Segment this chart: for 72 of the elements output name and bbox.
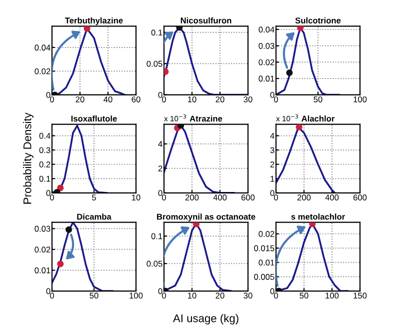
y-tick-label: 0 bbox=[158, 190, 162, 196]
x-tick-label: 150 bbox=[354, 292, 367, 299]
y-tick-label: 0.02 bbox=[258, 231, 274, 237]
y-tick-label: 0.02 bbox=[34, 246, 50, 253]
y-tick-label: 0.2 bbox=[39, 162, 50, 168]
y-tick-label: 0.03 bbox=[34, 226, 50, 232]
y-tick-label: 0 bbox=[270, 190, 274, 196]
x-tick-label: 600 bbox=[241, 194, 255, 200]
chart-title: Bromoxynil as octanoate bbox=[157, 214, 256, 222]
y-tick-label: 0.015 bbox=[254, 245, 274, 252]
chart-title: s metolachlor bbox=[291, 214, 345, 220]
y-tick-label: 0.4 bbox=[39, 132, 50, 139]
y-tick-label: 0.3 bbox=[39, 147, 50, 154]
x-tick-label: 40 bbox=[104, 96, 112, 102]
y-tick-label: 4 bbox=[270, 132, 274, 139]
x-tick-label: 10 bbox=[188, 292, 196, 299]
y-tick-label: 0.05 bbox=[146, 60, 162, 67]
y-tick-label: 0.005 bbox=[254, 274, 274, 280]
x-tick-label: 50 bbox=[90, 292, 98, 299]
chart-title: Isoxaflutole bbox=[71, 115, 117, 122]
x-tick-label: 100 bbox=[326, 292, 339, 299]
x-tick-label: 30 bbox=[244, 96, 252, 102]
y-tick-label: 0.01 bbox=[34, 267, 50, 274]
y-tick-label: 0.03 bbox=[258, 42, 274, 49]
x-tick-label: 10 bbox=[132, 194, 140, 200]
x-tick-label: 50 bbox=[314, 96, 322, 102]
y-tick-label: 0.01 bbox=[258, 260, 274, 266]
chart-title: Dicamba bbox=[77, 214, 112, 220]
chart-title: Nicosulfuron bbox=[180, 17, 232, 24]
y-tick-label: 4 bbox=[158, 141, 162, 147]
y-tick-label: 0 bbox=[270, 92, 274, 98]
x-tick-label: 100 bbox=[354, 96, 367, 102]
chart-title: Atrazine bbox=[190, 115, 222, 122]
x-tick-label: 50 bbox=[300, 292, 308, 299]
x-tick-label: 5 bbox=[92, 194, 96, 200]
x-tick-label: 10 bbox=[188, 96, 196, 102]
y-tick-label: 2 bbox=[270, 162, 274, 168]
x-axis-title: AI usage (kg) bbox=[172, 314, 238, 324]
y-tick-label: 0.1 bbox=[39, 176, 50, 182]
x-tick-label: 200 bbox=[297, 194, 311, 200]
x-tick-label: 200 bbox=[185, 194, 199, 200]
y-tick-label: 0.02 bbox=[258, 59, 274, 66]
chart-title: Terbuthylazine bbox=[65, 17, 123, 26]
x-tick-label: 600 bbox=[353, 194, 367, 200]
x-tick-label: 60 bbox=[132, 96, 140, 102]
y-tick-label: 0 bbox=[158, 288, 162, 294]
x-tick-label: 20 bbox=[76, 96, 84, 102]
x-tick-label: 400 bbox=[325, 194, 339, 200]
x-tick-label: 100 bbox=[130, 292, 143, 299]
y-tick-label: 0.04 bbox=[34, 44, 50, 51]
y-tick-label: 0 bbox=[46, 288, 50, 294]
line-series bbox=[164, 26, 248, 95]
x-tick-label: 20 bbox=[216, 292, 224, 299]
y-tick-label: 0 bbox=[158, 92, 162, 98]
x-tick-label: 400 bbox=[213, 194, 227, 200]
chart-title: Sulcotrione bbox=[295, 17, 341, 24]
y-tick-label: 0.05 bbox=[146, 260, 162, 267]
y-axis-title: Probability Density bbox=[23, 112, 34, 204]
y-tick-label: 0.02 bbox=[34, 68, 50, 74]
y-tick-label: 0.04 bbox=[258, 26, 274, 33]
chart-title: Alachlor bbox=[302, 115, 335, 122]
y-tick-label: 0 bbox=[46, 92, 50, 98]
x-tick-label: 20 bbox=[216, 96, 224, 102]
y-tick-label: 0 bbox=[270, 288, 274, 294]
y-tick-label: 1 bbox=[270, 176, 274, 182]
x-tick-label: 30 bbox=[244, 292, 252, 299]
y-tick-label: 3 bbox=[270, 147, 274, 154]
y-tick-label: 0.1 bbox=[151, 233, 162, 240]
y-tick-label: 2 bbox=[158, 166, 162, 172]
y-tick-label: 0 bbox=[46, 190, 50, 196]
y-tick-label: 0.01 bbox=[258, 76, 274, 82]
y-tick-label: 0.1 bbox=[151, 30, 162, 36]
